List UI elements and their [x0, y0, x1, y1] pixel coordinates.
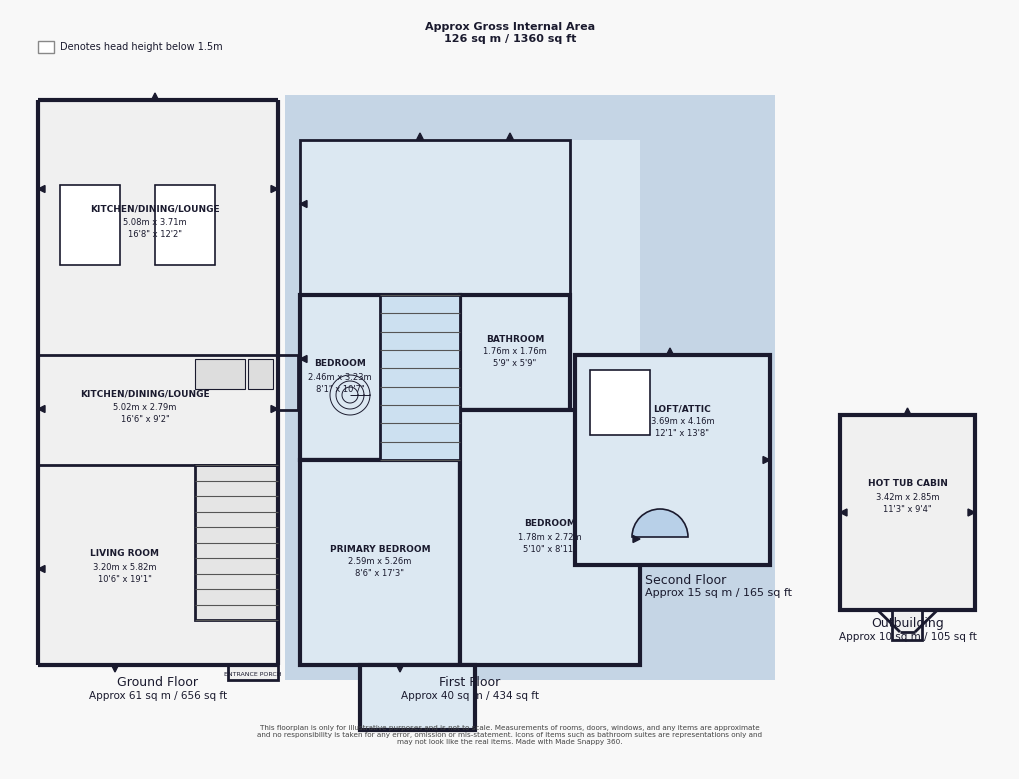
- Polygon shape: [396, 665, 404, 672]
- Text: 2.46m x 3.23m: 2.46m x 3.23m: [308, 372, 372, 382]
- Text: Ground Floor: Ground Floor: [117, 676, 199, 689]
- Text: 5.02m x 2.79m: 5.02m x 2.79m: [113, 403, 176, 411]
- Polygon shape: [152, 93, 158, 100]
- Text: 12'1" x 13'8": 12'1" x 13'8": [655, 429, 709, 439]
- Text: BATHROOM: BATHROOM: [485, 334, 544, 344]
- Bar: [248, 359, 273, 389]
- Text: 8'6" x 17'3": 8'6" x 17'3": [356, 569, 405, 579]
- Bar: [195, 359, 245, 389]
- Text: 1.78m x 2.72m: 1.78m x 2.72m: [518, 533, 581, 541]
- Text: 3.42m x 2.85m: 3.42m x 2.85m: [875, 492, 938, 502]
- Polygon shape: [271, 406, 278, 413]
- Text: LIVING ROOM: LIVING ROOM: [91, 549, 159, 559]
- Bar: [300, 460, 460, 665]
- Text: BEDROOM: BEDROOM: [314, 359, 366, 368]
- Text: Denotes head height below 1.5m: Denotes head height below 1.5m: [60, 42, 222, 52]
- Polygon shape: [300, 200, 307, 207]
- Text: Outbuilding: Outbuilding: [871, 618, 944, 630]
- Polygon shape: [967, 509, 974, 516]
- Bar: [460, 295, 570, 410]
- Text: 8'1" x 10'7": 8'1" x 10'7": [315, 385, 364, 393]
- Bar: [360, 665, 475, 730]
- Text: Approx 40 sq m / 434 sq ft: Approx 40 sq m / 434 sq ft: [400, 691, 538, 701]
- Text: 2.59m x 5.26m: 2.59m x 5.26m: [347, 558, 412, 566]
- Polygon shape: [762, 456, 769, 464]
- Text: KITCHEN/DINING/LOUNGE: KITCHEN/DINING/LOUNGE: [90, 205, 220, 213]
- Text: BEDROOM: BEDROOM: [524, 520, 576, 528]
- Polygon shape: [38, 566, 45, 573]
- Polygon shape: [903, 408, 910, 415]
- Text: First Floor: First Floor: [439, 676, 500, 689]
- Text: Approx 10 sq m / 105 sq ft: Approx 10 sq m / 105 sq ft: [839, 632, 976, 642]
- Text: Second Floor: Second Floor: [644, 573, 726, 587]
- Polygon shape: [300, 355, 307, 362]
- Bar: [284, 95, 774, 680]
- Bar: [228, 665, 278, 680]
- Polygon shape: [633, 535, 639, 542]
- Bar: [300, 140, 570, 295]
- Text: Approx Gross Internal Area: Approx Gross Internal Area: [425, 22, 594, 32]
- Text: LOFT/ATTIC: LOFT/ATTIC: [653, 404, 710, 414]
- Bar: [460, 410, 639, 665]
- Bar: [380, 295, 460, 460]
- Text: 126 sq m / 1360 sq ft: 126 sq m / 1360 sq ft: [443, 34, 576, 44]
- Polygon shape: [271, 185, 278, 192]
- Bar: [195, 465, 278, 620]
- Text: HOT TUB CABIN: HOT TUB CABIN: [867, 480, 947, 488]
- Polygon shape: [506, 133, 513, 140]
- Polygon shape: [111, 665, 118, 672]
- Polygon shape: [840, 509, 846, 516]
- Text: 1.76m x 1.76m: 1.76m x 1.76m: [483, 347, 546, 357]
- Text: Approx 15 sq m / 165 sq ft: Approx 15 sq m / 165 sq ft: [644, 588, 791, 598]
- Bar: [38, 100, 278, 665]
- Bar: [38, 41, 54, 53]
- Bar: [589, 370, 649, 435]
- Bar: [575, 355, 769, 565]
- Text: PRIMARY BEDROOM: PRIMARY BEDROOM: [329, 545, 430, 554]
- Polygon shape: [665, 348, 673, 355]
- Bar: [60, 185, 120, 265]
- Text: 16'6" x 9'2": 16'6" x 9'2": [120, 414, 169, 424]
- Bar: [892, 610, 921, 640]
- Text: 10'6" x 19'1": 10'6" x 19'1": [98, 574, 152, 583]
- Text: 5'10" x 8'11": 5'10" x 8'11": [523, 545, 577, 554]
- Bar: [300, 295, 460, 460]
- Bar: [300, 140, 639, 665]
- Text: 11'3" x 9'4": 11'3" x 9'4": [882, 505, 931, 513]
- Polygon shape: [38, 406, 45, 413]
- Text: 5.08m x 3.71m: 5.08m x 3.71m: [123, 217, 186, 227]
- Text: 16'8" x 12'2": 16'8" x 12'2": [127, 230, 181, 238]
- Text: Approx 61 sq m / 656 sq ft: Approx 61 sq m / 656 sq ft: [89, 691, 227, 701]
- Wedge shape: [632, 509, 688, 537]
- Polygon shape: [38, 185, 45, 192]
- Bar: [840, 415, 974, 610]
- Text: 3.69m x 4.16m: 3.69m x 4.16m: [650, 418, 713, 426]
- Text: KITCHEN/DINING/LOUNGE: KITCHEN/DINING/LOUNGE: [81, 390, 210, 399]
- Polygon shape: [416, 133, 423, 140]
- Bar: [155, 185, 215, 265]
- Text: 5'9" x 5'9": 5'9" x 5'9": [493, 359, 536, 368]
- Text: 3.20m x 5.82m: 3.20m x 5.82m: [93, 562, 157, 572]
- Text: ENTRANCE PORCH: ENTRANCE PORCH: [224, 671, 281, 676]
- Text: This floorplan is only for illustrative purposes and is not to scale. Measuremen: This floorplan is only for illustrative …: [257, 725, 762, 745]
